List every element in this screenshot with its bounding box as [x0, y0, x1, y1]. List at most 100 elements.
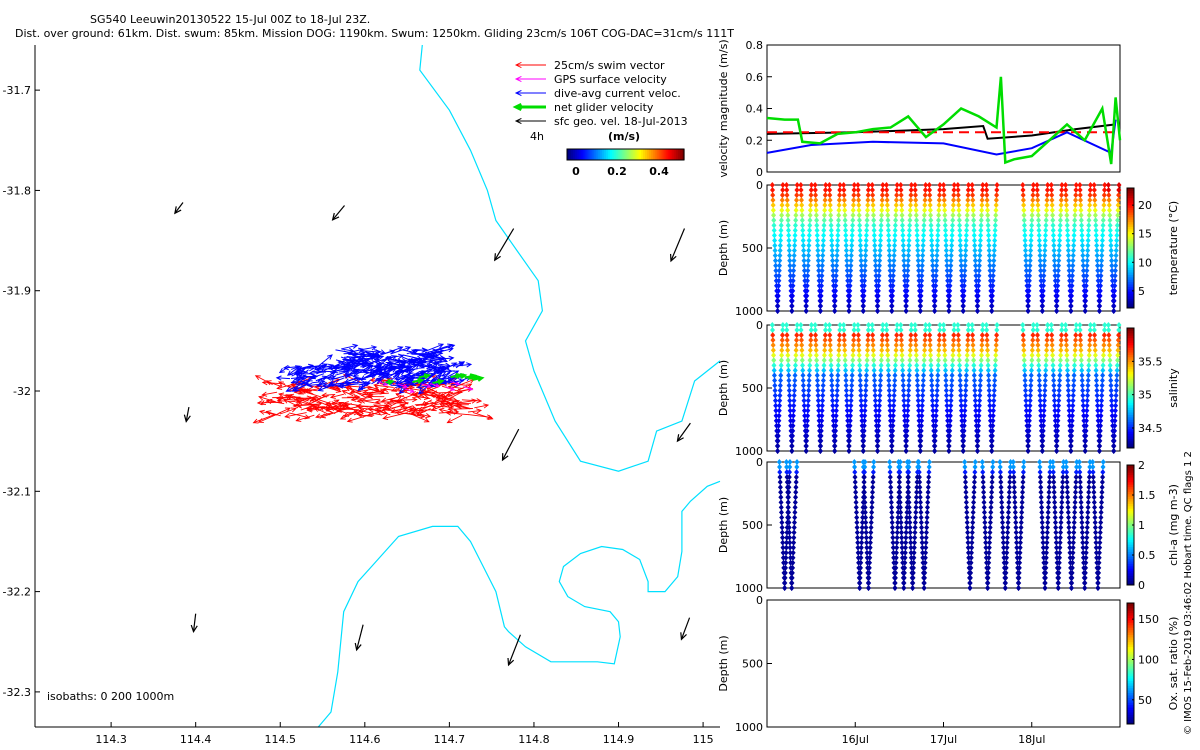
chlorophyll-point	[1051, 474, 1057, 481]
salinity-point	[870, 352, 876, 359]
salinity-point	[1052, 407, 1058, 414]
swim-vector-head	[366, 412, 373, 417]
salinity-point	[805, 402, 811, 409]
salinity-point	[828, 367, 834, 374]
salinity-point	[841, 337, 847, 344]
temperature-point	[933, 272, 939, 279]
swim-vector-head	[325, 407, 332, 413]
colorbar-cell	[582, 149, 586, 160]
temperature-point	[1024, 277, 1030, 284]
temperature-point	[805, 262, 811, 269]
dac-vector-shaft	[393, 367, 410, 375]
salinity-point	[865, 337, 871, 344]
temperature-point	[793, 202, 799, 209]
salinity-point	[801, 397, 807, 404]
net-velocity-vector	[472, 375, 485, 382]
salinity-point	[837, 332, 843, 339]
chlorophyll-point	[980, 484, 986, 491]
salinity-point	[884, 337, 890, 344]
chlorophyll-point	[871, 464, 877, 471]
chlorophyll-point	[1016, 569, 1022, 576]
salinity-point	[929, 387, 935, 394]
colorbar-cell	[633, 149, 636, 160]
temperature-point	[842, 222, 848, 229]
salinity-point	[799, 342, 805, 349]
salinity-point	[806, 377, 812, 384]
dac-vector	[352, 370, 363, 378]
chlorophyll-point	[1052, 504, 1058, 511]
temperature-point	[815, 252, 821, 259]
temperature-point	[789, 302, 795, 309]
salinity-point	[801, 407, 807, 414]
temperature-point	[1092, 212, 1098, 219]
salinity-point	[851, 332, 857, 339]
swim-vector-shaft	[262, 391, 278, 396]
temperature-point	[834, 252, 840, 259]
chlorophyll-point	[965, 549, 971, 556]
temperature-point	[807, 222, 813, 229]
salinity-point	[959, 412, 965, 419]
dac-vector	[359, 382, 371, 390]
net-velocity-vector	[382, 379, 395, 386]
swim-vector	[336, 405, 361, 413]
salinity-point	[904, 422, 910, 429]
chlorophyll-point	[893, 569, 899, 576]
salinity-point	[976, 407, 982, 414]
salinity-point	[899, 362, 905, 369]
chlorophyll-point	[923, 539, 929, 546]
salinity-point	[977, 377, 983, 384]
temperature-point	[857, 222, 863, 229]
chlorophyll-point	[866, 574, 872, 581]
temperature-point	[922, 202, 928, 209]
temperature-point	[978, 232, 984, 239]
temperature-point	[1064, 217, 1070, 224]
temperature-point	[880, 182, 886, 188]
chlorophyll-point	[926, 469, 932, 476]
chlorophyll-point	[1014, 539, 1020, 546]
dac-vector-head	[295, 373, 302, 380]
isobath-line-1	[419, 44, 721, 472]
salinity-point	[1056, 382, 1062, 389]
temperature-point	[864, 222, 870, 229]
salinity-point	[913, 342, 919, 349]
temperature-point	[812, 182, 818, 188]
chlorophyll-point	[907, 519, 913, 526]
salinity-point	[1055, 417, 1061, 424]
salinity-point	[928, 357, 934, 364]
chlorophyll-point	[922, 559, 928, 566]
temperature-colorbar-cell	[1127, 202, 1134, 206]
chlorophyll-point	[777, 469, 783, 476]
salinity-point	[890, 422, 896, 429]
dac-vector-shaft	[346, 355, 365, 359]
salinity-point	[1071, 382, 1077, 389]
temperature-point	[786, 237, 792, 244]
swim-vector	[467, 408, 483, 414]
salinity-point	[807, 362, 813, 369]
temperature-point	[1029, 212, 1035, 219]
dac-vector	[425, 343, 445, 352]
geo-vector-3-shaft	[494, 228, 515, 261]
salinity-point	[922, 342, 928, 349]
temperature-point	[887, 262, 893, 269]
temperature-point	[777, 252, 783, 259]
velocity-series-4	[766, 76, 1122, 165]
swim-vector	[391, 397, 418, 403]
salinity-point	[1051, 377, 1057, 384]
swim-vector	[375, 409, 391, 416]
chlorophyll-point	[965, 529, 971, 536]
chlorophyll-point	[988, 499, 994, 506]
chlorophyll-point	[887, 474, 893, 481]
temperature-point	[827, 187, 833, 194]
temperature-point	[908, 197, 914, 204]
salinity-point	[778, 357, 784, 364]
swim-vector-head	[410, 410, 417, 416]
chlorophyll-point	[871, 459, 877, 465]
temperature-point	[1115, 217, 1121, 224]
chlorophyll-point	[916, 464, 922, 471]
salinity-colorbar-cell	[1127, 340, 1134, 343]
salinity-point	[857, 362, 863, 369]
temperature-point	[1078, 207, 1084, 214]
dac-vector-head	[319, 379, 326, 385]
temperature-point	[1084, 257, 1090, 264]
salinity-point	[1052, 417, 1058, 424]
